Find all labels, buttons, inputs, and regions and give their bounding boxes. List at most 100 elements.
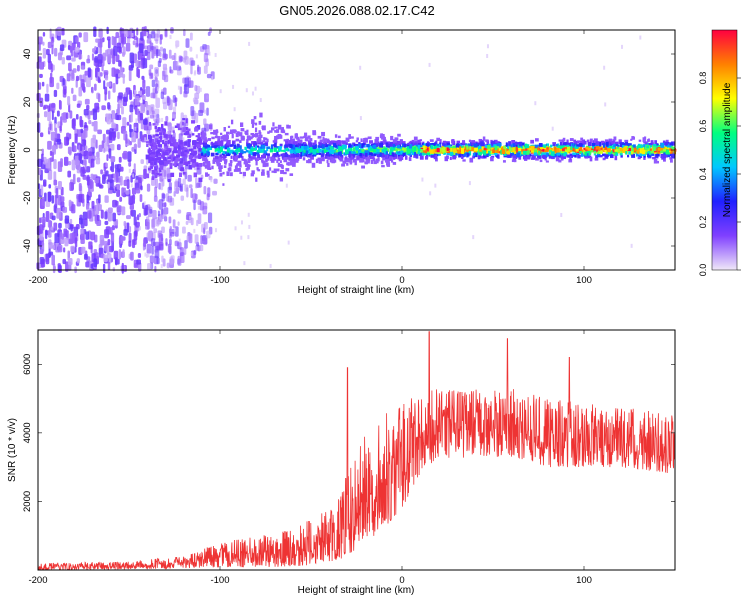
- spectrogram-cell: [121, 206, 125, 215]
- spectrogram-cell: [601, 141, 604, 143]
- spectrogram-cell: [488, 151, 491, 154]
- spectrogram-cell: [84, 151, 89, 160]
- spectrogram-cell: [138, 253, 141, 258]
- spectrogram-cell: [188, 234, 192, 240]
- spectrogram-cell: [211, 153, 215, 157]
- spectrogram-cell: [102, 174, 106, 184]
- spectrogram-cell: [204, 153, 206, 157]
- spectrogram-cell: [303, 150, 305, 153]
- spectrogram-cell: [126, 215, 131, 219]
- spectrogram-cell: [108, 212, 112, 221]
- spectrogram-cell: [56, 83, 59, 90]
- spectrogram-cell: [595, 158, 599, 161]
- spectrogram-cell: [215, 156, 219, 159]
- spectrogram-cell: [78, 32, 81, 37]
- spectrogram-cell: [51, 103, 55, 108]
- spectrogram-cell: [255, 178, 257, 182]
- spectrogram-cell: [182, 179, 185, 185]
- spectrogram-cell: [140, 113, 143, 121]
- spectrogram-cell: [255, 161, 257, 166]
- spectrogram-cell: [605, 154, 608, 157]
- spectrogram-cell: [117, 103, 119, 113]
- spectrogram-cell: [579, 151, 582, 153]
- spectrogram-cell: [615, 142, 618, 145]
- spectrogram-cell: [93, 27, 96, 37]
- spectrogram-cell: [502, 149, 506, 154]
- spectrogram-cell: [425, 156, 428, 160]
- spectrogram-cell: [361, 138, 363, 142]
- spectrogram-cell: [67, 96, 70, 105]
- spectrogram-cell: [278, 125, 281, 130]
- spectrogram-cell: [458, 154, 461, 158]
- spectrogram-cell: [197, 200, 201, 205]
- spectrogram-cell: [559, 139, 563, 141]
- spectrogram-cell: [152, 176, 155, 180]
- spectrogram-cell: [198, 163, 202, 167]
- spectrogram-cell: [543, 152, 547, 154]
- spectrogram-cell: [206, 231, 210, 239]
- spectrogram-cell: [452, 156, 456, 160]
- spectrogram-cell: [75, 37, 79, 43]
- spectrogram-x-tick-label: 100: [576, 275, 592, 286]
- spectrogram-cell: [58, 265, 62, 273]
- spectrogram-cell: [271, 171, 274, 173]
- spectrogram-cell: [197, 167, 200, 169]
- spectrogram-cell: [43, 105, 48, 109]
- spectrogram-cell: [40, 241, 42, 249]
- colorbar-tick-label: 0.2: [698, 216, 708, 229]
- spectrogram-cell: [143, 239, 146, 247]
- spectrogram-cell: [653, 147, 656, 151]
- spectrogram-cell: [469, 181, 471, 185]
- spectrogram-cell: [199, 140, 202, 143]
- spectrogram-cell: [447, 145, 450, 147]
- spectrogram-cell: [466, 146, 468, 150]
- spectrogram-cell: [447, 147, 449, 151]
- spectrogram-cell: [154, 47, 157, 56]
- spectrogram-cell: [207, 174, 209, 176]
- spectrogram-cell: [198, 133, 201, 137]
- spectrogram-cell: [623, 147, 627, 151]
- spectrogram-cell: [105, 75, 108, 80]
- spectrogram-cell: [506, 151, 509, 153]
- spectrogram-cell: [227, 150, 229, 153]
- spectrogram-cell: [194, 173, 197, 178]
- spectrogram-cell: [313, 150, 317, 154]
- spectrogram-cell: [72, 118, 76, 127]
- spectrogram-cell: [83, 32, 88, 42]
- spectrogram-cell: [576, 149, 579, 152]
- spectrogram-cell: [370, 148, 373, 151]
- spectrogram-cell: [138, 138, 141, 147]
- spectrogram-cell: [241, 220, 243, 224]
- spectrogram-cell: [347, 160, 350, 163]
- spectrogram-cell: [41, 185, 43, 196]
- spectrogram-cell: [229, 167, 232, 171]
- spectrogram-cell: [594, 152, 596, 154]
- figure-title: GN05.2026.088.02.17.C42: [279, 3, 434, 18]
- spectrogram-cell: [146, 155, 150, 160]
- spectrogram-cell: [50, 73, 52, 84]
- spectrogram-cell: [162, 53, 167, 60]
- spectrogram-cell: [263, 161, 265, 166]
- spectrogram-cell: [248, 158, 251, 163]
- spectrogram-cell: [226, 171, 229, 176]
- spectrogram-cell: [213, 179, 217, 184]
- spectrogram-cell: [127, 122, 130, 126]
- spectrogram-cell: [202, 130, 204, 132]
- spectrogram-cell: [135, 60, 138, 67]
- spectrogram-cell: [103, 80, 105, 89]
- spectrogram-cell: [437, 148, 440, 152]
- spectrogram-cell: [535, 138, 539, 141]
- spectrogram-cell: [121, 187, 124, 196]
- spectrogram-cell: [80, 234, 84, 244]
- spectrogram-cell: [397, 145, 400, 149]
- spectrogram-cell: [293, 154, 296, 157]
- spectrogram-cell: [68, 63, 72, 72]
- spectrogram-cell: [262, 140, 265, 142]
- spectrogram-y-tick-label: -40: [22, 239, 33, 253]
- spectrogram-cell: [151, 246, 153, 255]
- spectrogram-cell: [639, 36, 641, 40]
- spectrogram-cell: [85, 160, 87, 170]
- snr-x-tick-label: 100: [576, 575, 592, 586]
- spectrogram-cell: [243, 261, 245, 265]
- spectrogram-cell: [94, 121, 98, 132]
